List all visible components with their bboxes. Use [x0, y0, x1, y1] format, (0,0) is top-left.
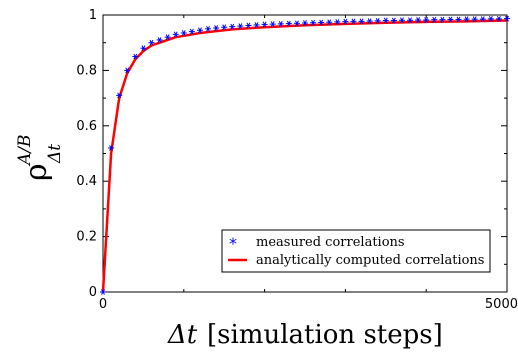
- data-point-measured: [253, 22, 260, 28]
- data-point-measured: [269, 21, 276, 28]
- data-point-measured: [334, 19, 341, 25]
- data-point-measured: [277, 21, 284, 27]
- y-tick-label: 0.8: [76, 63, 97, 78]
- data-point-measured: [431, 16, 438, 23]
- data-point-measured: [415, 17, 422, 23]
- data-point-measured: [293, 20, 300, 27]
- legend-marker-measured: *: [229, 234, 237, 253]
- y-tick-label: 1: [89, 8, 97, 23]
- data-point-measured: [100, 289, 106, 295]
- y-tick-label: 0.2: [76, 230, 97, 245]
- series-line-analytic: [101, 19, 508, 293]
- data-point-measured: [310, 19, 317, 26]
- y-axis-title-superscript: A/B: [15, 135, 35, 168]
- data-point-measured: [148, 39, 155, 46]
- data-point-measured: [382, 17, 389, 24]
- data-point-measured: [463, 16, 470, 23]
- y-tick-label: 0.6: [76, 119, 97, 134]
- data-point-measured: [504, 15, 510, 22]
- data-point-measured: [479, 16, 486, 23]
- data-point-measured: [156, 37, 163, 43]
- data-point-measured: [374, 17, 381, 24]
- data-point-measured: [495, 16, 502, 22]
- data-point-measured: [447, 16, 454, 23]
- data-point-measured: [358, 18, 365, 25]
- data-point-measured: [132, 53, 139, 60]
- data-point-measured: [196, 27, 203, 34]
- data-point-measured: [439, 16, 446, 23]
- legend-box: [221, 229, 491, 273]
- data-point-measured: [407, 17, 414, 24]
- data-point-measured: [140, 45, 147, 52]
- y-tick-label: 0.4: [76, 174, 97, 189]
- series-layer: [100, 15, 510, 295]
- data-point-measured: [471, 16, 478, 23]
- y-axis-title: ρ A/B Δt: [15, 135, 65, 182]
- data-point-measured: [172, 31, 179, 38]
- data-point-measured: [326, 19, 333, 26]
- data-point-measured: [116, 92, 123, 99]
- x-tick-label: 0: [99, 297, 107, 312]
- data-point-measured: [188, 28, 195, 35]
- ticks-layer: 0 0.2 0.4 0.6 0.8 1 0 5000: [76, 8, 518, 312]
- legend: * measured correlations analytically com…: [221, 229, 491, 273]
- data-point-measured: [124, 67, 131, 74]
- x-axis-title-text: [simulation steps]: [207, 320, 443, 350]
- data-point-measured: [205, 25, 212, 32]
- data-point-measured: [213, 25, 220, 31]
- data-point-measured: [245, 22, 252, 29]
- data-point-measured: [342, 18, 349, 25]
- data-point-measured: [261, 21, 268, 28]
- legend-label-analytic: analytically computed correlations: [256, 253, 484, 268]
- data-point-measured: [229, 23, 236, 30]
- data-point-measured: [455, 16, 462, 23]
- data-point-measured: [398, 17, 405, 24]
- data-point-measured: [164, 34, 171, 41]
- x-tick-label: 5000: [485, 297, 518, 312]
- data-point-measured: [318, 19, 325, 26]
- data-point-measured: [221, 24, 228, 31]
- data-point-measured: [237, 23, 244, 29]
- x-axis-title: Δt [simulation steps]: [167, 320, 443, 350]
- y-axis-title-base: ρ: [19, 163, 54, 181]
- data-point-measured: [366, 18, 373, 24]
- data-point-measured: [390, 17, 397, 24]
- data-point-measured: [423, 17, 430, 23]
- data-point-measured: [350, 18, 357, 25]
- y-tick-label: 0: [89, 285, 97, 300]
- data-point-measured: [285, 20, 292, 27]
- data-point-measured: [302, 20, 308, 26]
- data-point-measured: [108, 145, 115, 151]
- x-axis-title-symbol: Δt: [167, 320, 198, 350]
- data-point-measured: [180, 30, 187, 36]
- legend-label-measured: measured correlations: [256, 235, 405, 250]
- y-axis-title-subscript: Δt: [45, 144, 65, 164]
- data-point-measured: [487, 16, 494, 22]
